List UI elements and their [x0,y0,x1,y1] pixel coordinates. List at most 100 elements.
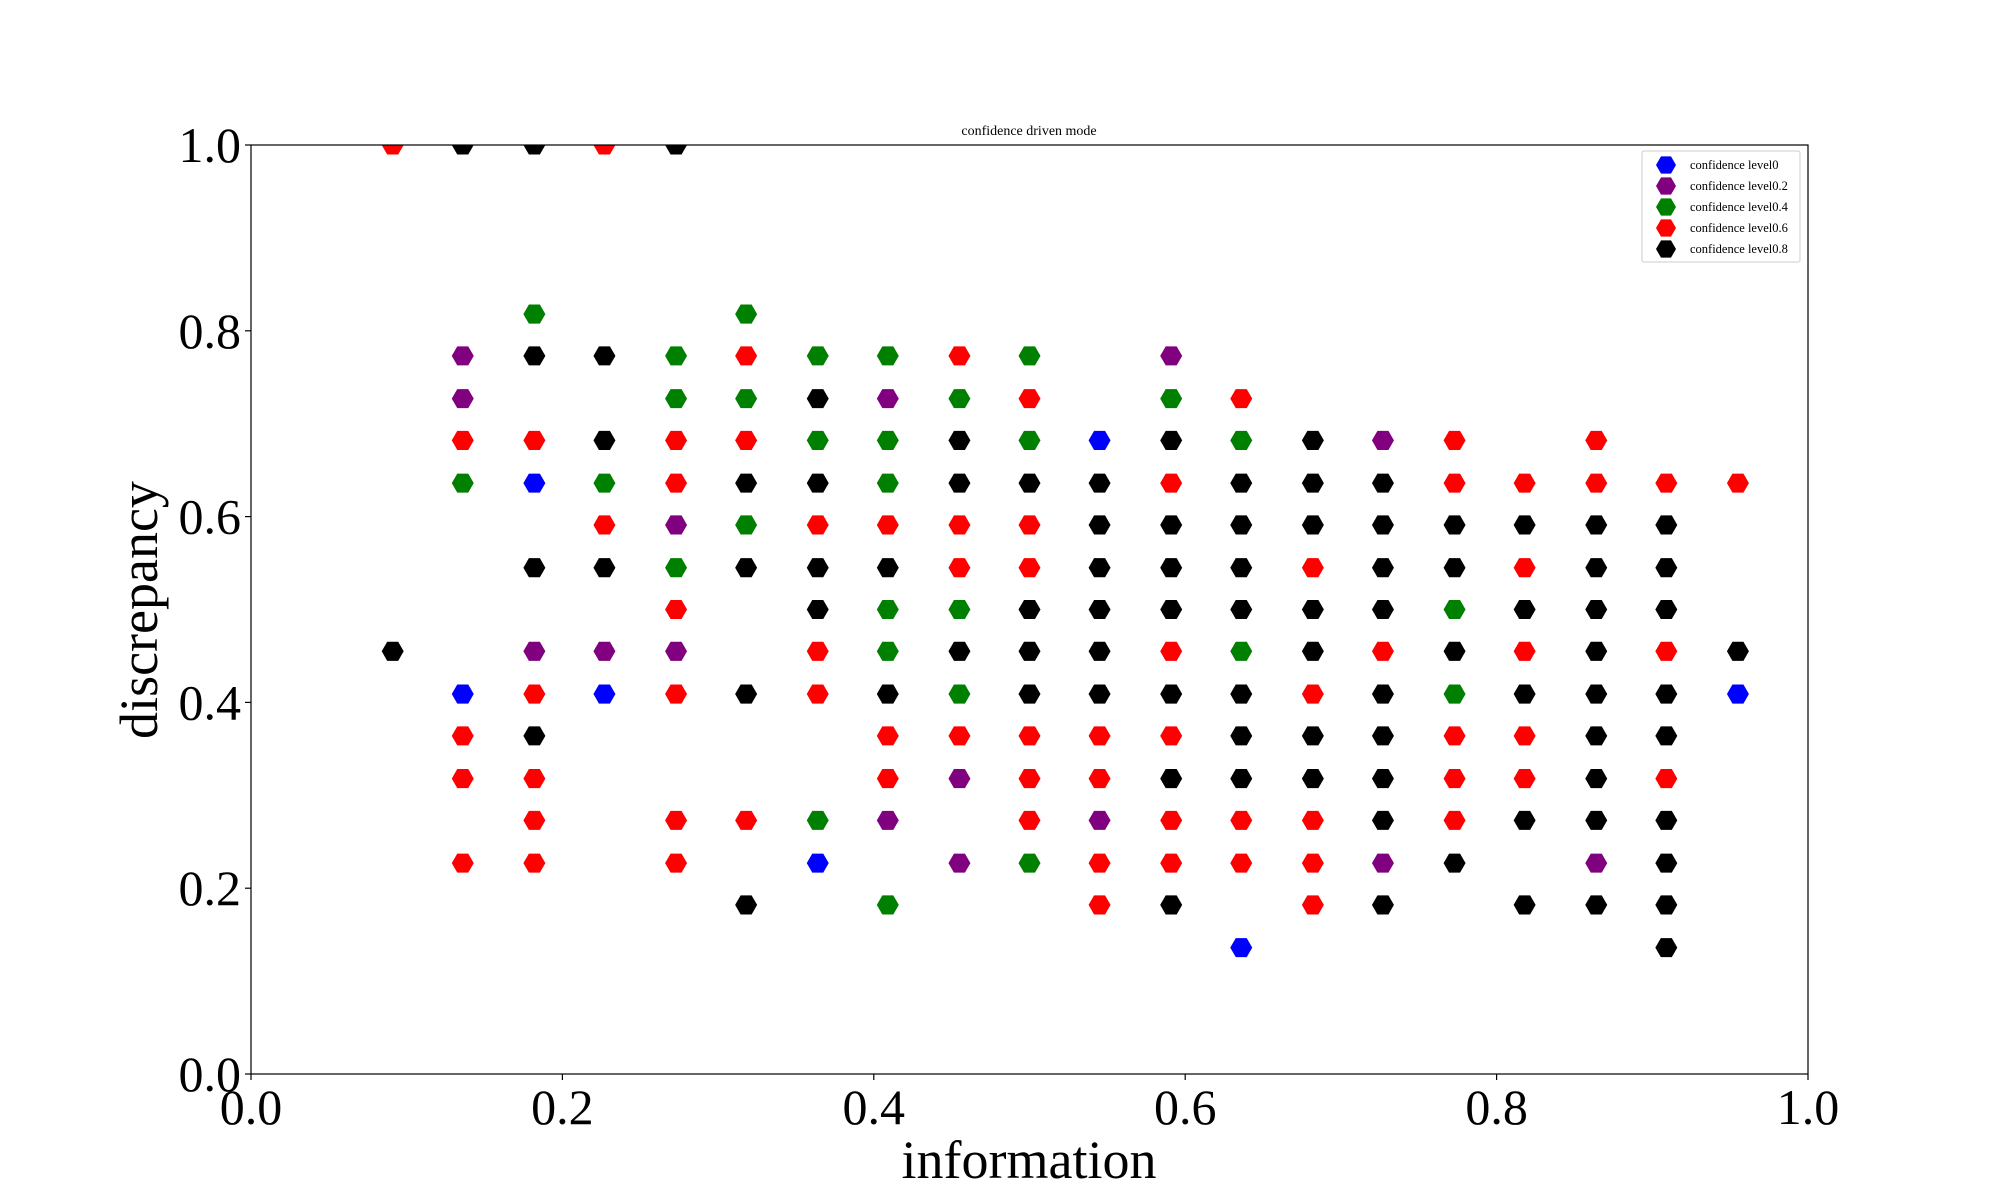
data-point [876,473,899,493]
data-point [948,473,971,493]
data-point [1088,726,1111,746]
data-point [1371,810,1394,830]
data-point [451,430,474,450]
data-point [1443,558,1466,578]
data-point [523,641,546,661]
data-point [1018,558,1041,578]
data-point [806,346,829,366]
data-point [1088,473,1111,493]
data-point [1655,515,1678,535]
data-point [665,641,688,661]
data-point [1371,726,1394,746]
data-point [1301,895,1324,915]
data-point [593,145,616,155]
data-point [1160,726,1183,746]
data-point [523,304,546,324]
data-point [735,346,758,366]
data-point [1160,515,1183,535]
legend-entry: confidence level0.4 [1656,198,1789,216]
data-point [1018,641,1041,661]
data-point [876,684,899,704]
data-point [1655,599,1678,620]
data-point [1371,895,1394,915]
data-point [523,558,546,578]
data-point [1018,853,1041,873]
series-1 [451,346,1608,873]
data-point [1160,430,1183,450]
x-tick-label: 0.2 [531,1079,594,1135]
data-point [1301,430,1324,450]
data-point [1443,684,1466,704]
data-point [735,430,758,450]
legend-label: confidence level0.8 [1690,242,1788,256]
data-point [1585,895,1608,915]
data-point [1443,853,1466,873]
legend-entry: confidence level0.2 [1656,177,1788,195]
data-point [1160,599,1183,620]
data-point [806,430,829,450]
data-point [451,473,474,493]
x-tick-label: 0.6 [1154,1079,1217,1135]
data-point [1230,684,1253,704]
data-point [1513,599,1536,620]
legend-marker [1656,156,1676,174]
data-point [735,810,758,830]
data-point [735,473,758,493]
data-point [665,515,688,535]
data-point [523,473,546,493]
data-point [1088,810,1111,830]
data-point [1301,473,1324,493]
data-point [1301,684,1324,704]
data-point [1371,853,1394,873]
data-point [593,558,616,578]
data-point [523,726,546,746]
data-point [593,346,616,366]
data-point [1230,938,1253,958]
data-point [451,769,474,789]
data-point [948,515,971,535]
data-point [1585,853,1608,873]
data-point [1088,769,1111,789]
data-point [1230,726,1253,746]
data-point [665,430,688,450]
data-point [1585,641,1608,661]
data-point [1230,515,1253,535]
data-point [1160,684,1183,704]
data-point [1443,726,1466,746]
data-point [1088,558,1111,578]
data-point [1230,769,1253,789]
data-point [1301,853,1324,873]
data-points-layer [381,145,1749,958]
data-point [735,558,758,578]
data-point [1655,895,1678,915]
data-point [665,346,688,366]
data-point [1160,641,1183,661]
data-point [1585,599,1608,620]
data-point [593,684,616,704]
data-point [1018,430,1041,450]
y-tick-label: 0.2 [179,860,242,916]
data-point [876,430,899,450]
y-axis-label: discrepancy [109,481,169,739]
data-point [806,558,829,578]
data-point [735,515,758,535]
data-point [523,853,546,873]
data-point [451,853,474,873]
legend-label: confidence level0.4 [1690,200,1789,214]
data-point [1513,895,1536,915]
data-point [1513,769,1536,789]
data-point [948,346,971,366]
data-point [665,599,688,620]
data-point [806,389,829,409]
data-point [1160,473,1183,493]
data-point [948,389,971,409]
y-tick-label: 0.8 [179,303,242,359]
x-tick-label: 0.0 [220,1079,283,1135]
series-2 [451,304,1466,915]
data-point [1088,684,1111,704]
data-point [593,430,616,450]
data-point [1230,430,1253,450]
data-point [1088,599,1111,620]
data-point [948,853,971,873]
data-point [1726,641,1749,661]
